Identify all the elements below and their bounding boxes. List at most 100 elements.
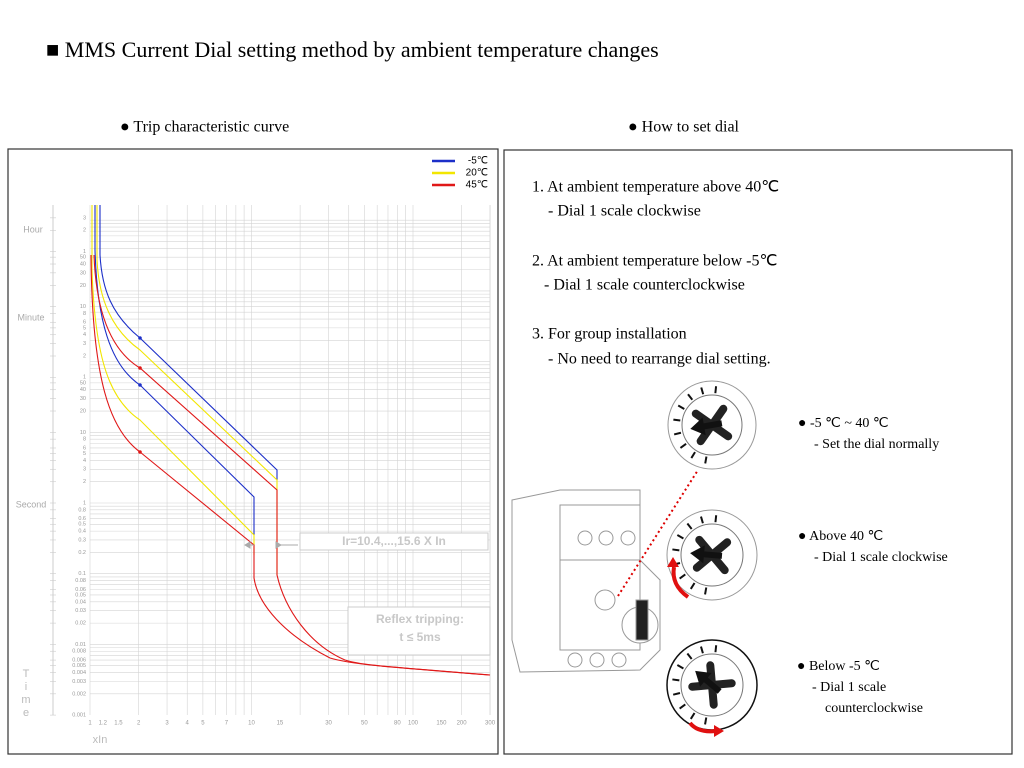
mms-device (511, 489, 661, 673)
y-tick-label: 40 (80, 261, 86, 267)
dial-tick (689, 712, 696, 720)
annotation-box (347, 606, 491, 656)
dial-detail: - Dial 1 scale (812, 680, 886, 695)
x-tick-label: 1.2 (99, 721, 108, 727)
axis-group-label: Hour (23, 224, 43, 234)
annotation: t ≤ 5ms (399, 630, 441, 644)
y-tick-label: 4 (83, 458, 86, 464)
dial-tick (679, 573, 686, 580)
x-tick-label: 10 (248, 721, 255, 727)
y-tick-label: 0.02 (75, 621, 86, 627)
curve-blue-lower (94, 205, 255, 535)
dial-tick (673, 418, 681, 422)
dial-tick (672, 692, 681, 696)
x-tick-label: 100 (408, 721, 419, 727)
rotation-arrowhead (714, 725, 724, 737)
y-tick-label: 2 (83, 353, 86, 359)
step-text: 2. At ambient temperature below -5℃ (532, 253, 777, 270)
y-tick-label: 8 (83, 311, 86, 317)
curve-yellow-lower (91, 205, 255, 555)
dial-tick (672, 678, 680, 682)
x-tick-label: 50 (361, 721, 368, 727)
left-heading: ● Trip characteristic curve (120, 119, 289, 136)
dial-detail: - Dial 1 scale clockwise (814, 550, 948, 565)
rotation-arrow (688, 721, 717, 734)
knob-arrow (690, 417, 723, 436)
y-tick-label: 30 (80, 270, 86, 276)
dial-tick (672, 548, 680, 552)
right-frame (503, 149, 1013, 755)
dial-tick (679, 443, 687, 449)
y-tick-label: 10 (80, 430, 86, 436)
y-tick-label: 0.2 (78, 550, 86, 556)
rotation-arrowhead (667, 557, 679, 567)
step-detail: - Dial 1 scale clockwise (548, 203, 701, 220)
point (138, 336, 142, 340)
y-tick-label: 3 (83, 215, 86, 221)
dial-tick (677, 404, 685, 410)
dial-tick (686, 522, 693, 530)
axis-group-label: Second (16, 499, 47, 509)
step-detail: - Dial 1 scale counterclockwise (544, 277, 745, 294)
y-tick-label: 1 (83, 500, 86, 506)
y-tick-label: 20 (80, 408, 86, 414)
axis-group-label: Minute (17, 312, 44, 322)
x-tick-label: 7 (225, 721, 229, 727)
knob-arrow (695, 670, 722, 694)
dial-tick (679, 703, 686, 710)
dial-knob (690, 535, 732, 575)
x-tick-label: 15 (277, 721, 284, 727)
y-tick-label: 0.1 (78, 571, 86, 577)
y-tick-label: 0.006 (72, 658, 86, 664)
annotation: Ir=10.4,...,15.6 X In (342, 534, 446, 548)
dial-knob (690, 404, 733, 446)
x-tick-label: 1.5 (114, 721, 123, 727)
y-tick-label: 0.05 (75, 592, 86, 598)
y-tick-label: 50 (80, 380, 86, 386)
dial-knob (688, 661, 736, 709)
dial-tick (700, 387, 705, 395)
y-tick-label: 40 (80, 387, 86, 393)
y-tick-label: 0.03 (75, 608, 86, 614)
y-tick-label: 5 (83, 325, 86, 331)
dial-detail: - Set the dial normally (814, 437, 939, 452)
dial-tick (704, 456, 708, 464)
x-tick-label: 300 (485, 721, 496, 727)
step-text: 3. For group installation (532, 326, 687, 343)
y-tick-label: 1 (83, 375, 86, 381)
left-frame (7, 148, 499, 755)
dial-tick (676, 664, 684, 670)
dial-tick (690, 451, 696, 459)
x-tick-label: 3 (165, 721, 169, 727)
dial-tick (687, 393, 694, 401)
y-tick-label: 0.002 (72, 691, 86, 697)
y-tick-label: 0.008 (72, 649, 86, 655)
knob-arrow (690, 545, 723, 564)
trip-curves (90, 205, 491, 676)
dial-tick (686, 652, 693, 660)
y-axis-label: Time (20, 668, 32, 720)
x-tick-label: 150 (436, 721, 447, 727)
y-tick-label: 2 (83, 479, 86, 485)
y-tick-label: 0.004 (72, 670, 86, 676)
x-axis-label: xIn (93, 734, 108, 746)
dial-label: ● Above 40 ℃ (798, 529, 883, 544)
x-tick-label: 30 (325, 721, 332, 727)
y-tick-label: 0.4 (78, 529, 86, 535)
y-tick-label: 0.04 (75, 599, 86, 605)
x-tick-label: 200 (457, 721, 468, 727)
x-tick-label: 2 (137, 721, 141, 727)
y-tick-label: 0.5 (78, 522, 86, 528)
y-tick-label: 0.003 (72, 679, 86, 685)
y-tick-label: 3 (83, 467, 86, 473)
point (138, 383, 142, 387)
dial-tick (714, 386, 718, 394)
y-tick-label: 8 (83, 437, 86, 443)
x-tick-label: 4 (186, 721, 190, 727)
curve-red-lower (90, 254, 491, 676)
annotation: Reflex tripping: (376, 612, 464, 626)
dial-tick (714, 645, 718, 653)
y-tick-label: 3 (83, 341, 86, 347)
y-tick-label: 4 (83, 332, 86, 338)
